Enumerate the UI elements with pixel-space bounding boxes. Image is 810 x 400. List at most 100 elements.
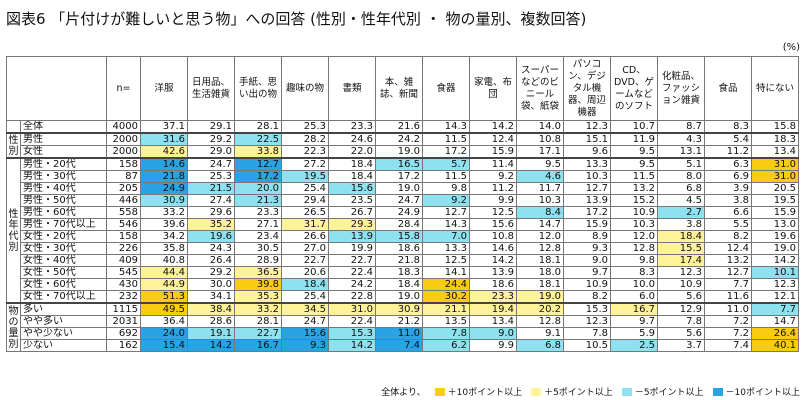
table-cell: 24.9 <box>140 182 188 195</box>
table-cell: 21.1 <box>422 302 470 316</box>
table-cell: 33.2 <box>234 302 282 316</box>
table-row: 男性・70代以上 546 39.6 35.2 27.1 31.7 29.3 28.4 14.3 1… <box>7 218 799 231</box>
table-cell: 18.4 <box>657 230 705 243</box>
table-cell: 9.2 <box>422 194 470 207</box>
table-cell: 9.3 <box>563 242 611 255</box>
table-cell: 18.6 <box>375 242 423 255</box>
table-cell: 22.7 <box>328 254 376 267</box>
table-cell: 19.9 <box>328 242 376 255</box>
table-cell: 8.2 <box>704 230 752 243</box>
table-cell: 12.7 <box>563 182 611 195</box>
table-cell: 22.3 <box>281 145 329 159</box>
table-row: 女性・30代 226 35.8 24.3 30.5 27.0 19.9 18.6 13.3 14.… <box>7 242 799 255</box>
table-cell: 24.9 <box>375 206 423 219</box>
table-cell: 3.8 <box>704 194 752 207</box>
table-row: 男性・40代 205 24.9 21.5 20.0 25.4 15.6 19.0 9.8 11.2… <box>7 182 799 195</box>
table-cell: 12.3 <box>563 120 611 134</box>
table-cell: 14.2 <box>328 339 376 352</box>
table-cell: 24.0 <box>140 327 188 340</box>
table-cell: 20.0 <box>234 182 282 195</box>
table-cell: 9.0 <box>469 327 517 340</box>
table-cell: 12.9 <box>657 302 705 316</box>
table-cell: 15.4 <box>140 339 188 352</box>
table-cell: 15.9 <box>563 218 611 231</box>
row-label: 女性・30代 <box>20 242 107 255</box>
table-cell: 31.0 <box>751 170 799 183</box>
table-cell: 19.0 <box>375 290 423 304</box>
table-row: 女性・60代 430 44.9 30.0 39.8 18.4 24.2 18.4 24.4 18.… <box>7 278 799 291</box>
table-cell: 14.7 <box>516 218 564 231</box>
table-cell: 20.5 <box>751 182 799 195</box>
table-cell: 14.0 <box>516 120 564 134</box>
table-cell: 30.9 <box>375 302 423 316</box>
table-cell: 38.4 <box>187 302 235 316</box>
row-label: 男性・50代 <box>20 194 107 207</box>
table-cell: 19.0 <box>751 242 799 255</box>
table-cell: 26.4 <box>187 254 235 267</box>
row-label: 女性・20代 <box>20 230 107 243</box>
table-cell: 9.9 <box>469 194 517 207</box>
table-cell: 24.7 <box>281 315 329 328</box>
table-cell: 12.7 <box>422 206 470 219</box>
table-row: 性別 男性 2000 31.6 29.2 22.5 28.2 24.6 24.2 11.5 12.4… <box>6 132 799 159</box>
table-cell: 19.4 <box>469 302 517 316</box>
table-cell: 12.3 <box>563 315 611 328</box>
table-cell: 34.5 <box>281 302 329 316</box>
table-cell: 21.2 <box>375 315 423 328</box>
table-cell: 8.4 <box>516 206 564 219</box>
table-cell: 5.4 <box>704 132 752 146</box>
table-cell: 26.7 <box>328 206 376 219</box>
table-cell: 13.5 <box>422 315 470 328</box>
table-cell: 21.3 <box>234 194 282 207</box>
table-cell: 23.4 <box>234 230 282 243</box>
table-cell: 33.8 <box>234 145 282 159</box>
table-cell: 9.5 <box>516 157 564 171</box>
table-cell: 28.6 <box>187 315 235 328</box>
table-cell: 28.1 <box>234 315 282 328</box>
table-row: 男性・60代 558 33.2 29.6 23.3 26.5 26.7 24.9 12.7 12.… <box>7 206 799 219</box>
table-cell: 9.7 <box>563 266 611 279</box>
row-label: 男性・70代以上 <box>20 218 107 231</box>
table-cell: 7.2 <box>704 315 752 328</box>
table-cell: 11.4 <box>469 157 517 171</box>
row-n: 158 <box>106 230 141 243</box>
table-cell: 5.9 <box>610 327 658 340</box>
table-cell: 10.5 <box>563 339 611 352</box>
table-cell: 34.2 <box>140 230 188 243</box>
column-header: 特にない <box>751 56 799 121</box>
table-cell: 20.2 <box>516 302 564 316</box>
table-cell: 21.8 <box>140 170 188 183</box>
table-cell: 10.9 <box>563 278 611 291</box>
column-header: 化粧品、ファッション雑貨 <box>657 56 705 121</box>
table-cell: 18.0 <box>516 266 564 279</box>
table-cell: 10.1 <box>751 266 799 279</box>
table-cell: 11.2 <box>704 145 752 159</box>
table-cell: 3.7 <box>657 339 705 352</box>
table-cell: 14.7 <box>751 315 799 328</box>
row-n: 87 <box>106 170 141 183</box>
table-cell: 26.5 <box>281 206 329 219</box>
header-row: n= 洋服 日用品、生活雑貨 手紙、思い出の物 趣味の物 書類 本、雑誌、新聞 食器 家電、布団… <box>6 56 799 121</box>
table-cell: 11.5 <box>422 132 470 146</box>
data-table: n= 洋服 日用品、生活雑貨 手紙、思い出の物 趣味の物 書類 本、雑誌、新聞 食器 家電、布団… <box>6 56 799 352</box>
table-cell: 39.8 <box>234 278 282 291</box>
table-cell: 10.0 <box>610 278 658 291</box>
table-cell: 22.7 <box>281 254 329 267</box>
table-cell: 12.8 <box>516 242 564 255</box>
table-cell: 19.6 <box>751 230 799 243</box>
group-label: 物の量別 <box>6 302 21 352</box>
legend-label: －10ポイント以上 <box>725 388 800 398</box>
table-cell: 2.7 <box>657 206 705 219</box>
table-cell: 13.9 <box>563 194 611 207</box>
table-cell: 9.0 <box>563 254 611 267</box>
table-cell: 15.8 <box>751 120 799 134</box>
table-cell: 17.2 <box>234 170 282 183</box>
row-n: 4000 <box>106 120 141 134</box>
table-cell: 5.6 <box>657 290 705 304</box>
table-cell: 27.2 <box>281 157 329 171</box>
table-row: 男性・30代 87 21.8 25.3 17.2 19.5 18.4 17.2 11.5 9.2 4… <box>7 170 799 183</box>
row-label: 全体 <box>20 120 107 134</box>
table-cell: 17.1 <box>516 145 564 159</box>
table-row: やや多い 2031 36.4 28.6 28.1 24.7 22.4 21.2 13.5 13.4… <box>7 315 799 328</box>
table-cell: 16.5 <box>375 157 423 171</box>
